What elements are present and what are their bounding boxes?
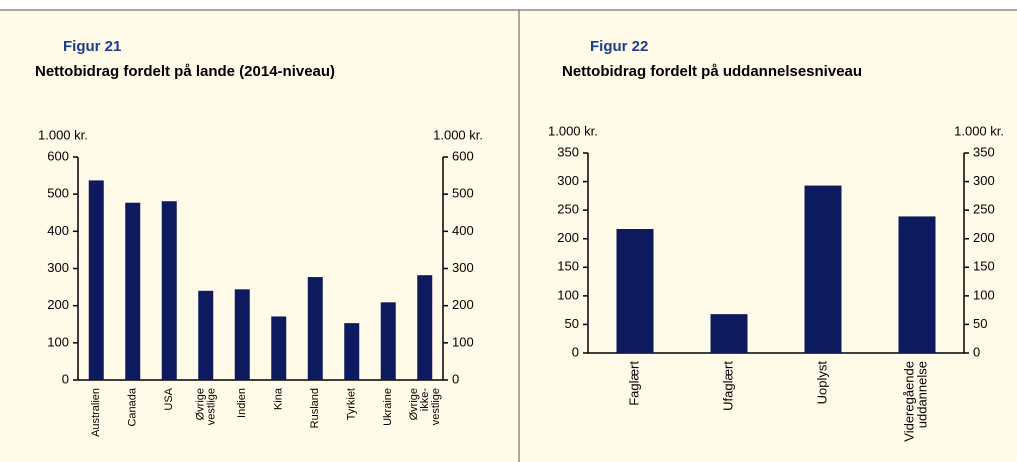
bar	[898, 216, 936, 353]
x-tick-label: Uoplyst	[814, 361, 829, 405]
y2-axis-label: 1.000 kr.	[433, 127, 483, 142]
y-tick-label: 500	[47, 186, 69, 201]
x-tick-label: Indien	[236, 388, 248, 418]
y2-tick-label: 100	[973, 287, 995, 302]
bar	[417, 275, 433, 380]
x-tick-label: USA	[163, 387, 175, 410]
bar	[307, 277, 323, 380]
x-tick-label-line: Øvrige	[408, 388, 420, 420]
y-tick-label: 50	[565, 316, 579, 331]
y-axis-label: 1.000 kr.	[38, 127, 88, 142]
y2-tick-label: 500	[452, 186, 474, 201]
y-tick-label: 600	[47, 148, 69, 163]
y2-tick-label: 250	[973, 202, 995, 217]
y2-tick-label: 400	[452, 223, 474, 238]
y-tick-label: 400	[47, 223, 69, 238]
chart-title: Figur 22	[590, 38, 648, 55]
chart-subtitle: Nettobidrag fordelt på lande (2014-nivea…	[35, 63, 335, 80]
bar	[804, 185, 842, 353]
bar	[271, 316, 287, 380]
x-tick-label: Canada	[127, 387, 139, 426]
x-tick-label: Ufaglært	[720, 361, 735, 411]
x-tick-label-line: ikke-	[419, 388, 431, 412]
bar	[234, 289, 250, 380]
bar	[380, 302, 396, 380]
x-tick-label: Australien	[90, 388, 102, 437]
y-tick-label: 300	[557, 173, 579, 188]
y-tick-label: 200	[47, 297, 69, 312]
y2-tick-label: 300	[452, 260, 474, 275]
y-tick-label: 0	[572, 344, 579, 359]
y2-tick-label: 200	[973, 230, 995, 245]
x-tick-label: Øvrigevestlige	[194, 388, 217, 425]
y-tick-label: 100	[557, 287, 579, 302]
y-tick-label: 100	[47, 334, 69, 349]
bar	[616, 229, 654, 353]
bar	[125, 202, 141, 380]
x-tick-label: Ukraine	[382, 388, 394, 426]
y2-tick-label: 50	[973, 316, 987, 331]
y2-tick-label: 300	[973, 173, 995, 188]
chart-subtitle: Nettobidrag fordelt på uddannelsesniveau	[562, 63, 862, 80]
y2-tick-label: 0	[973, 344, 980, 359]
x-tick-label: Øvrigeikke-vestlige	[408, 388, 442, 426]
y2-tick-label: 0	[452, 371, 459, 386]
y-tick-label: 200	[557, 230, 579, 245]
x-tick-label: Kina	[273, 387, 285, 410]
bar	[198, 290, 214, 380]
chart-title: Figur 21	[63, 38, 121, 55]
y2-tick-label: 350	[973, 144, 995, 159]
x-tick-label-line: Videregående	[902, 361, 917, 442]
y-tick-label: 250	[557, 202, 579, 217]
x-tick-label-line: vestlige	[430, 388, 442, 425]
bar	[161, 201, 177, 380]
bar	[88, 180, 104, 380]
y-tick-label: 350	[557, 144, 579, 159]
x-tick-label: Tyrkiet	[346, 388, 358, 420]
x-tick-label: Videregåendeuddannelse	[902, 361, 930, 442]
bar	[710, 314, 748, 353]
y-tick-label: 300	[47, 260, 69, 275]
bar	[344, 323, 360, 380]
x-tick-label: Faglært	[626, 361, 641, 406]
y2-tick-label: 600	[452, 148, 474, 163]
y2-tick-label: 200	[452, 297, 474, 312]
x-tick-label-line: uddannelse	[915, 361, 930, 428]
y2-tick-label: 150	[973, 259, 995, 274]
y2-tick-label: 100	[452, 334, 474, 349]
y-axis-label: 1.000 kr.	[548, 123, 598, 138]
x-tick-label-line: Øvrige	[194, 388, 206, 420]
y-tick-label: 0	[62, 371, 69, 386]
y-tick-label: 150	[557, 259, 579, 274]
y2-axis-label: 1.000 kr.	[954, 123, 1004, 138]
x-tick-label-line: vestlige	[205, 388, 217, 425]
x-tick-label: Rusland	[309, 388, 321, 428]
